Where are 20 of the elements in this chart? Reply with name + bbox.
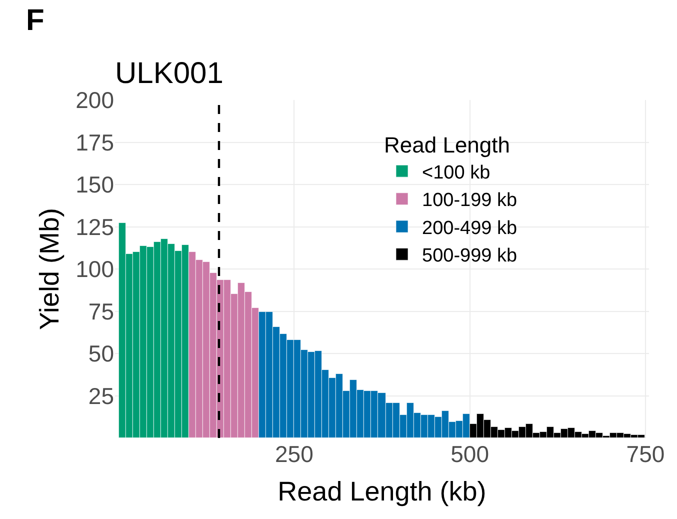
legend-label: 100-199 kb — [422, 190, 518, 212]
x-tick-label: 250 — [274, 441, 314, 467]
y-tick-label: 150 — [76, 172, 114, 198]
y-tick-label: 25 — [88, 382, 114, 409]
legend-label: 500-999 kb — [422, 246, 518, 267]
text: F — [26, 4, 44, 37]
x-tick-label: 750 — [626, 441, 665, 467]
y-tick-label: 75 — [88, 298, 114, 324]
y-tick-label: 125 — [76, 214, 114, 240]
y-tick-label: 50 — [88, 340, 114, 367]
y-tick-label: 175 — [76, 129, 114, 156]
x-tick-label: 500 — [450, 441, 490, 467]
chart-title: ULK001 — [115, 57, 224, 90]
x-axis-title: Read Length (kb) — [278, 476, 486, 506]
y-axis-title: Yield (Mb) — [34, 208, 65, 330]
y-tick-label: 100 — [76, 256, 114, 282]
y-tick-label: 200 — [76, 87, 114, 114]
legend-label: <100 kb — [422, 162, 490, 184]
legend-title: Read Length — [384, 132, 510, 158]
legend-label: 200-499 kb — [422, 218, 518, 239]
